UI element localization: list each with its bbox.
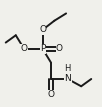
Text: P: P bbox=[40, 44, 45, 54]
Text: H: H bbox=[65, 64, 71, 73]
Text: N: N bbox=[64, 74, 71, 83]
Text: O: O bbox=[56, 44, 63, 54]
Text: O: O bbox=[48, 90, 54, 99]
Text: O: O bbox=[39, 25, 46, 34]
Text: O: O bbox=[21, 44, 28, 54]
